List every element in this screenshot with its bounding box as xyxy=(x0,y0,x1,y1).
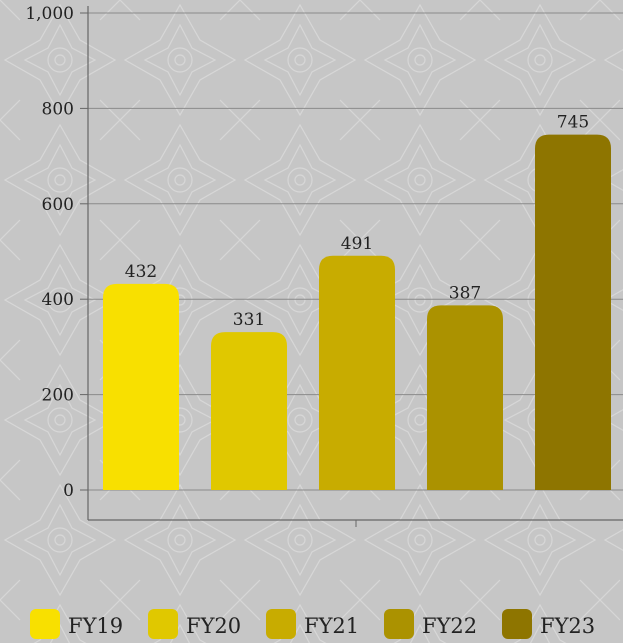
label-layer: 0 200 400 600 800 1,000 432 331 491 387 745 xyxy=(25,4,589,501)
bar-fy22 xyxy=(427,305,503,490)
legend-label: FY23 xyxy=(540,614,595,638)
data-label: 331 xyxy=(233,310,265,330)
data-label: 387 xyxy=(449,283,481,303)
legend: FY19 FY20 FY21 FY22 FY23 xyxy=(30,609,595,639)
y-tick-label: 800 xyxy=(42,99,74,119)
legend-swatch xyxy=(384,609,414,639)
legend-label: FY20 xyxy=(186,614,241,638)
legend-swatch xyxy=(148,609,178,639)
y-tick-label: 200 xyxy=(42,386,74,406)
y-tick-label: 0 xyxy=(63,481,74,501)
axis-layer xyxy=(80,6,623,527)
y-tick-label: 400 xyxy=(42,290,74,310)
y-tick-label: 600 xyxy=(42,195,74,215)
bar-layer xyxy=(103,134,611,490)
data-label: 432 xyxy=(125,262,157,282)
legend-label: FY19 xyxy=(68,614,123,638)
bar-fy23 xyxy=(535,134,611,490)
bar-fy19 xyxy=(103,283,179,490)
y-tick-label: 1,000 xyxy=(25,4,74,24)
legend-swatch xyxy=(30,609,60,639)
data-label: 745 xyxy=(557,113,589,133)
legend-swatch xyxy=(502,609,532,639)
bar-fy20 xyxy=(211,332,287,490)
legend-label: FY22 xyxy=(422,614,477,638)
bar-fy21 xyxy=(319,255,395,490)
legend-swatch xyxy=(266,609,296,639)
legend-label: FY21 xyxy=(304,614,359,638)
data-label: 491 xyxy=(341,234,373,254)
